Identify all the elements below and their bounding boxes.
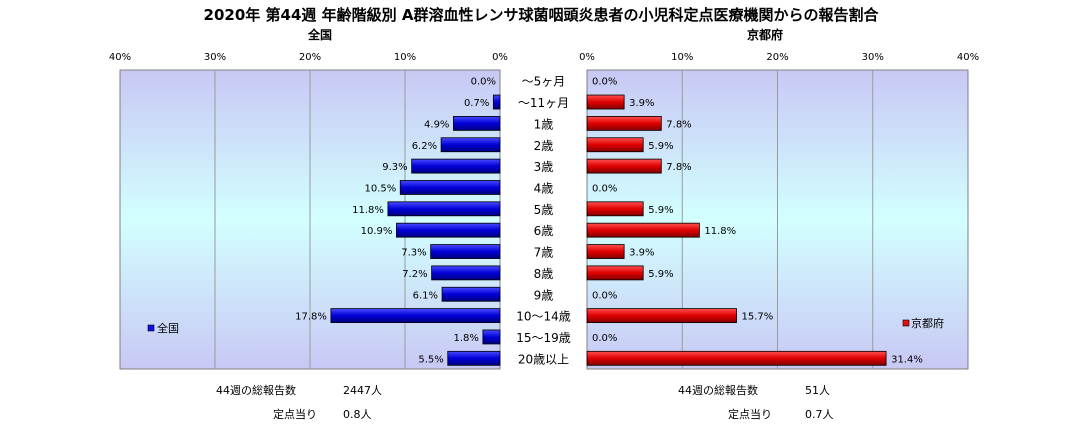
data-label-kyoto: 15.7%: [742, 312, 774, 323]
bar-national: [453, 115, 501, 131]
x-tick-label-national: 40%: [109, 52, 131, 63]
legend-swatch-kyoto: [902, 319, 910, 327]
footer-per-value-national: 0.8人: [343, 408, 372, 421]
footer-per-label-national: 定点当り: [273, 407, 317, 421]
legend-national: 全国: [147, 321, 179, 335]
category-label: ～5ヶ月: [522, 75, 566, 89]
footer-total-value-national: 2447人: [343, 384, 382, 397]
footer-total-label-national: 44週の総報告数: [216, 383, 296, 397]
footer-kyoto: 44週の総報告数 51人 定点当り 0.7人: [678, 383, 834, 421]
plot-area-kyoto: 0% 10% 20% 30% 40% 0.0% 3.9% 7.8% 5.9% 7.8% 0.0% 5.…: [579, 52, 979, 370]
bar-kyoto: [586, 201, 644, 217]
legend-label-national: 全国: [157, 321, 179, 335]
panel-title-kyoto: 京都府: [747, 27, 783, 42]
data-label-national: 7.3%: [401, 248, 426, 259]
x-tick-label-kyoto: 0%: [579, 52, 595, 63]
category-label: ～11ヶ月: [518, 96, 569, 110]
bar-kyoto: [586, 244, 625, 259]
data-label-kyoto: 5.9%: [648, 205, 673, 216]
data-label-kyoto: 11.8%: [704, 226, 736, 237]
bar-national: [396, 222, 501, 238]
footer-per-value-kyoto: 0.7人: [805, 408, 834, 421]
bar-national: [482, 329, 501, 345]
bar-national: [492, 94, 501, 110]
category-label: 5歳: [534, 203, 554, 217]
footer-total-label-kyoto: 44週の総報告数: [678, 383, 758, 397]
x-tick-label-kyoto: 10%: [671, 52, 693, 63]
category-label: 1歳: [534, 117, 554, 131]
footer-per-label-kyoto: 定点当り: [728, 407, 772, 421]
bar-kyoto: [586, 137, 644, 153]
x-tick-label-kyoto: 30%: [862, 52, 884, 63]
legend-kyoto: 京都府: [902, 316, 944, 330]
data-label-national: 6.1%: [413, 290, 438, 301]
x-tick-label-national: 30%: [204, 52, 226, 63]
x-tick-label-national: 0%: [492, 52, 508, 63]
data-label-national: 6.2%: [412, 141, 437, 152]
category-label: 4歳: [534, 181, 554, 195]
data-label-national: 0.7%: [464, 98, 489, 109]
bar-kyoto: [586, 115, 662, 131]
data-label-national: 9.3%: [382, 162, 407, 173]
category-label: 15～19歳: [516, 331, 571, 345]
data-label-national: 4.9%: [424, 119, 449, 130]
legend-label-kyoto: 京都府: [911, 316, 944, 330]
data-label-national: 0.0%: [471, 77, 496, 88]
category-label: 3歳: [534, 160, 554, 174]
data-label-national: 17.8%: [295, 312, 327, 323]
bar-national: [431, 265, 501, 281]
category-label: 10～14歳: [516, 310, 571, 324]
category-label: 2歳: [534, 139, 554, 153]
category-label: 6歳: [534, 224, 554, 238]
bar-kyoto: [586, 265, 644, 281]
data-label-kyoto: 0.0%: [592, 77, 617, 88]
data-label-national: 10.5%: [364, 183, 396, 194]
bar-kyoto: [586, 350, 887, 366]
bar-national: [447, 350, 501, 366]
data-label-kyoto: 7.8%: [666, 119, 691, 130]
data-label-kyoto: 0.0%: [592, 290, 617, 301]
category-labels: ～5ヶ月 ～11ヶ月 1歳 2歳 3歳 4歳 5歳 6歳 7歳 8歳 9歳 10～14歳 15～19歳 2…: [516, 75, 571, 367]
bar-national: [411, 158, 501, 174]
bar-kyoto: [586, 222, 700, 238]
legend-swatch-national: [147, 324, 155, 332]
category-label: 20歳以上: [518, 352, 569, 366]
bar-national: [440, 137, 501, 153]
data-label-kyoto: 0.0%: [592, 183, 617, 194]
data-label-kyoto: 3.9%: [629, 98, 654, 109]
data-label-kyoto: 0.0%: [592, 333, 617, 344]
footer-total-value-kyoto: 51人: [805, 384, 830, 397]
bar-national: [399, 180, 501, 195]
x-tick-label-national: 20%: [299, 52, 321, 63]
x-tick-label-national: 10%: [394, 52, 416, 63]
data-label-national: 11.8%: [352, 205, 384, 216]
bar-kyoto: [586, 94, 625, 110]
plot-area-national: 0% 10% 20% 30% 40% 0.0% 0.7% 4.9% 6.2% 9.3% 10.5% 1…: [109, 52, 508, 370]
chart-title: 2020年 第44週 年齢階級別 A群溶血性レンサ球菌咽頭炎患者の小児科定点医療…: [204, 6, 880, 24]
data-label-kyoto: 31.4%: [891, 354, 923, 365]
data-label-kyoto: 3.9%: [629, 248, 654, 259]
data-label-kyoto: 5.9%: [648, 269, 673, 280]
bar-national: [441, 286, 501, 302]
bar-national: [387, 201, 501, 217]
footer-national: 44週の総報告数 2447人 定点当り 0.8人: [216, 383, 382, 421]
bar-kyoto: [586, 158, 662, 174]
bar-national: [430, 244, 501, 259]
category-label: 7歳: [534, 246, 554, 260]
data-label-kyoto: 7.8%: [666, 162, 691, 173]
panel-title-national: 全国: [307, 27, 332, 42]
bar-national: [330, 308, 501, 324]
data-label-national: 1.8%: [453, 333, 478, 344]
data-label-national: 10.9%: [361, 226, 393, 237]
data-label-kyoto: 5.9%: [648, 141, 673, 152]
category-label: 9歳: [534, 288, 554, 302]
data-label-national: 7.2%: [402, 269, 427, 280]
x-tick-label-kyoto: 40%: [957, 52, 979, 63]
category-label: 8歳: [534, 267, 554, 281]
bar-kyoto: [586, 308, 737, 324]
x-tick-label-kyoto: 20%: [766, 52, 788, 63]
data-label-national: 5.5%: [418, 354, 443, 365]
